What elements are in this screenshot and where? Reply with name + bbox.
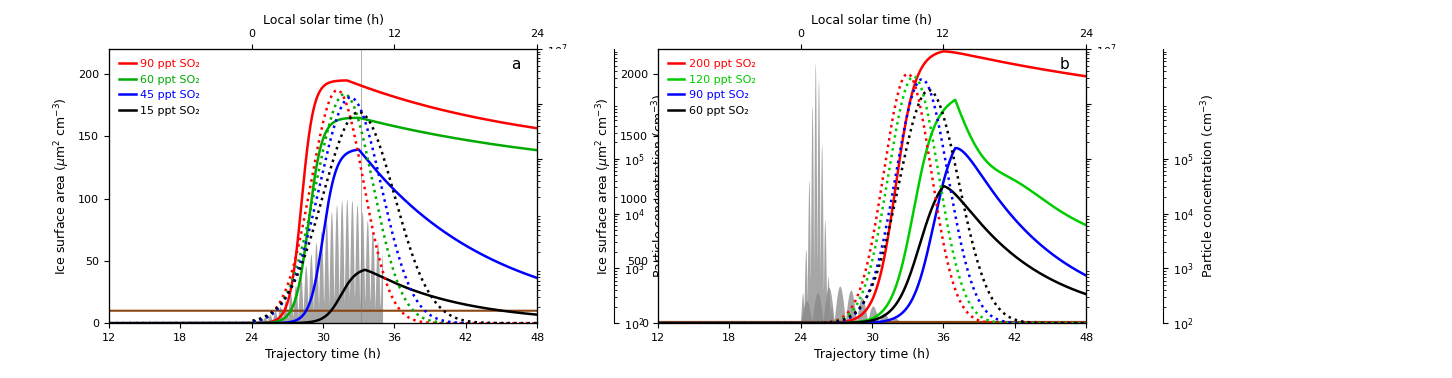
Y-axis label: Ice surface area ($\mu$m$^2$ cm$^{-3}$): Ice surface area ($\mu$m$^2$ cm$^{-3}$) — [52, 97, 73, 275]
Legend: 90 ppt SO₂, 60 ppt SO₂, 45 ppt SO₂, 15 ppt SO₂: 90 ppt SO₂, 60 ppt SO₂, 45 ppt SO₂, 15 p… — [115, 55, 205, 120]
Text: b: b — [1059, 57, 1069, 72]
Legend: 200 ppt SO₂, 120 ppt SO₂, 90 ppt SO₂, 60 ppt SO₂: 200 ppt SO₂, 120 ppt SO₂, 90 ppt SO₂, 60… — [664, 55, 761, 120]
Y-axis label: Particle concentration (cm$^{-3}$): Particle concentration (cm$^{-3}$) — [650, 94, 668, 278]
X-axis label: Trajectory time (h): Trajectory time (h) — [266, 349, 380, 361]
X-axis label: Local solar time (h): Local solar time (h) — [812, 14, 932, 27]
X-axis label: Trajectory time (h): Trajectory time (h) — [815, 349, 929, 361]
Y-axis label: [H₂SO₄] (cm⁻³): [H₂SO₄] (cm⁻³) — [574, 140, 587, 232]
Text: a: a — [511, 57, 520, 72]
Y-axis label: [H₂SO₄] (cm⁻³): [H₂SO₄] (cm⁻³) — [1122, 140, 1135, 232]
X-axis label: Local solar time (h): Local solar time (h) — [263, 14, 383, 27]
Y-axis label: Particle concentration (cm$^{-3}$): Particle concentration (cm$^{-3}$) — [1199, 94, 1217, 278]
Y-axis label: Ice surface area ($\mu$m$^2$ cm$^{-3}$): Ice surface area ($\mu$m$^2$ cm$^{-3}$) — [595, 97, 614, 275]
